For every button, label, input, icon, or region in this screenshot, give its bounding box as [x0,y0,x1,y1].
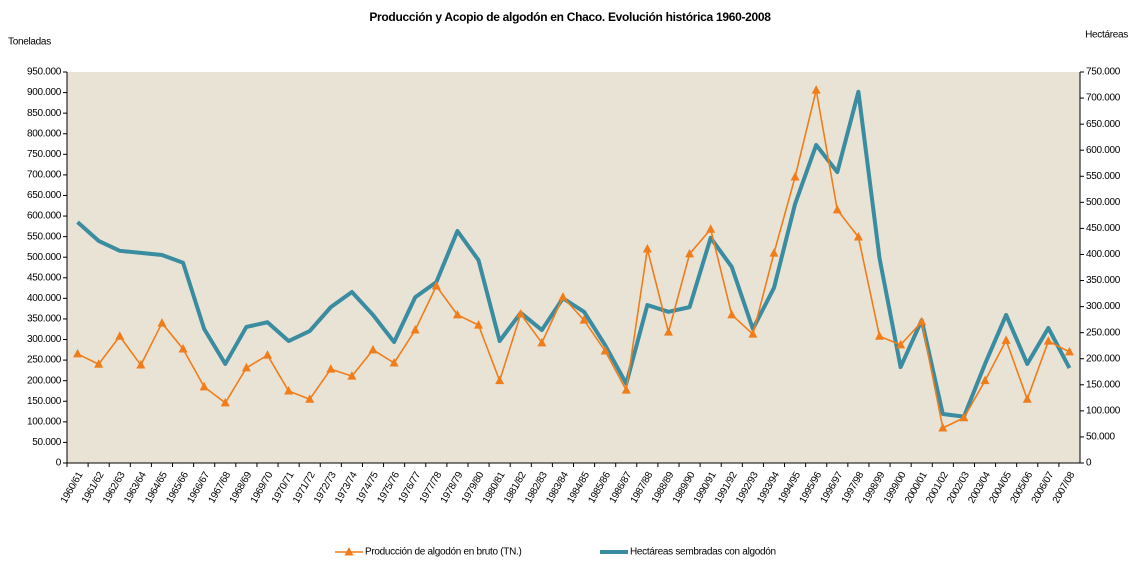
y-tick-label: 500.000 [27,252,62,263]
point-marker [452,309,462,319]
point-marker [600,346,610,355]
point-marker [938,423,948,432]
y2-tick-label: 250.000 [1086,327,1121,338]
point-marker [347,371,357,380]
series-line [77,89,1070,429]
point-marker [663,327,673,336]
y-tick-label: 250.000 [27,355,62,366]
point-marker [896,339,906,349]
y2-tick-label: 300.000 [1086,301,1121,312]
point-marker [368,344,378,354]
point-marker [94,359,104,368]
point-marker [284,385,294,395]
y-tick-label: 800.000 [27,128,62,139]
y2-tick-label: 600.000 [1086,145,1121,156]
point-marker [326,364,336,373]
point-marker [558,292,568,301]
y-tick-label: 850.000 [27,108,62,119]
point-marker [115,331,125,340]
point-marker [1064,346,1074,356]
point-marker [579,315,589,324]
point-marker [262,350,272,359]
point-marker [305,394,315,403]
y-tick-label: 400.000 [27,293,62,304]
y-tick-label: 700.000 [27,170,62,181]
point-marker [642,243,652,253]
y2-tick-label: 150.000 [1086,379,1121,390]
y2-tick-label: 400.000 [1086,249,1121,260]
point-marker [621,385,631,394]
point-marker [537,337,547,347]
y2-tick-label: 500.000 [1086,197,1121,208]
chart-title: Producción y Acopio de algodón en Chaco.… [369,10,771,24]
point-marker [220,397,230,407]
y2-tick-label: 200.000 [1086,353,1121,364]
point-marker [199,381,209,391]
point-marker [853,232,863,241]
point-marker [495,375,505,385]
y-tick-label: 300.000 [27,334,62,345]
point-marker [516,309,526,318]
y2-tick-label: 450.000 [1086,223,1121,234]
point-marker [748,329,758,338]
y-tick-label: 0 [56,458,62,469]
y2-tick-label: 350.000 [1086,275,1121,286]
point-marker [73,348,83,358]
point-marker [241,362,251,372]
point-marker [706,224,716,233]
y-tick-label: 650.000 [27,190,62,201]
y2-tick-label: 650.000 [1086,119,1121,130]
y-tick-label: 550.000 [27,231,62,242]
legend-label: Hectáreas sembradas con algodón [630,547,776,558]
y2-tick-label: 550.000 [1086,171,1121,182]
point-marker [727,309,737,319]
y2-tick-label: 0 [1086,458,1092,469]
y2-tick-label: 100.000 [1086,406,1121,417]
point-marker [875,331,885,340]
point-marker [389,357,399,367]
y-tick-label: 450.000 [27,272,62,283]
y2-axis-label: Hectáreas [1085,30,1128,41]
point-marker [685,248,695,258]
point-marker [1022,394,1032,403]
point-marker [157,318,167,327]
point-marker [1001,335,1011,344]
plot-area [67,72,1080,463]
y-tick-label: 600.000 [27,211,62,222]
point-marker [959,412,969,422]
legend-marker [344,547,354,556]
y-tick-label: 50.000 [32,437,62,448]
point-marker [178,343,188,353]
y2-tick-label: 750.000 [1086,67,1121,78]
y-tick-label: 350.000 [27,314,62,325]
point-marker [980,375,990,385]
y-tick-label: 750.000 [27,149,62,160]
y2-tick-label: 700.000 [1086,93,1121,104]
point-marker [811,85,821,94]
y-tick-label: 950.000 [27,67,62,78]
point-marker [431,281,441,290]
point-marker [136,360,146,369]
point-marker [410,325,420,334]
y-tick-label: 200.000 [27,375,62,386]
y-tick-label: 900.000 [27,87,62,98]
point-marker [474,320,484,329]
point-marker [917,316,927,326]
point-marker [790,171,800,181]
point-marker [1043,336,1053,345]
y-tick-label: 100.000 [27,416,62,427]
series-line [76,89,1072,419]
y-tick-label: 150.000 [27,396,62,407]
point-marker [832,204,842,214]
y2-tick-label: 50.000 [1086,432,1116,443]
y-axis-label: Toneladas [8,37,51,48]
point-marker [769,248,779,257]
legend-label: Producción de algodón en bruto (TN.) [365,547,522,558]
